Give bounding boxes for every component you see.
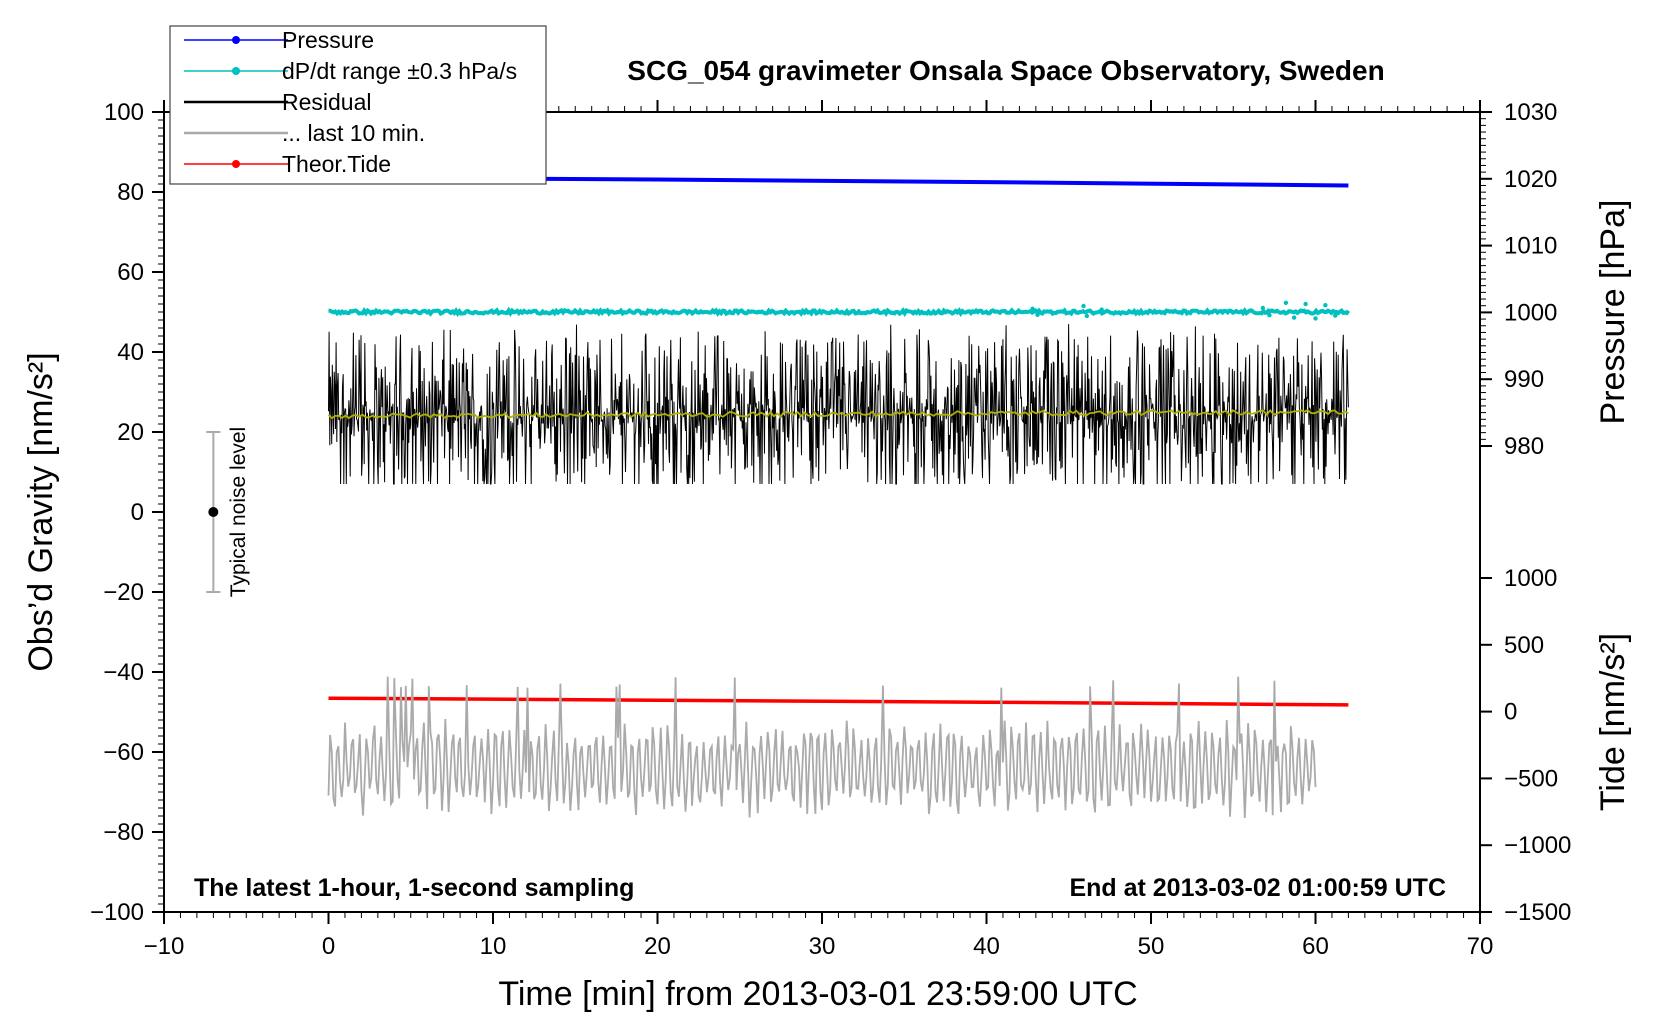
dpdt-outlier-point [1333, 313, 1338, 318]
annotation-sampling: The latest 1-hour, 1-second sampling [194, 874, 634, 902]
legend-box [169, 25, 547, 185]
dpdt-outlier-point [1267, 313, 1272, 318]
x-tick-label: 20 [644, 933, 671, 960]
legend-label-last-10-min: ... last 10 min. [282, 120, 425, 146]
series-layer [327, 175, 1351, 819]
ticks: −10 0 10 20 30 40 50 60 70−100−80−60−40−20020406… [90, 99, 1571, 960]
dpdt-outlier-point [1283, 300, 1289, 305]
x-tick-label: −10 [144, 933, 185, 960]
series-last-10-min [327, 676, 1317, 819]
legend-entry-pressure: Pressure [184, 27, 374, 53]
y-axis-label-pressure: Pressure [hPa] [1594, 200, 1632, 425]
y-axis-label-tide: Tide [nm/s²] [1594, 633, 1632, 811]
y-pressure-tick-label: 1010 [1504, 233, 1557, 260]
x-tick-label: 50 [1138, 933, 1165, 960]
legend-label-dpdt: dP/dt range ±0.3 hPa/s [282, 58, 517, 84]
dpdt-outlier-point [1291, 315, 1297, 320]
y-pressure-tick-label: 1030 [1504, 99, 1557, 126]
dpdt-outlier-point [1323, 303, 1328, 308]
y-left-tick-label: 0 [131, 499, 144, 526]
noise-level-label: Typical noise level [227, 427, 250, 597]
legend-label-theor-tide: Theor.Tide [282, 151, 391, 177]
y-left-tick-label: 40 [117, 339, 144, 366]
legend-marker-pressure [232, 36, 240, 44]
y-tide-tick-label: 0 [1504, 699, 1517, 726]
chart-title: SCG_054 gravimeter Onsala Space Observat… [627, 55, 1384, 86]
x-tick-label: 60 [1302, 933, 1329, 960]
y-left-tick-label: −60 [103, 739, 144, 766]
legend: Pressure dP/dt range ±0.3 hPa/s Residual… [169, 25, 547, 185]
legend-marker-theor-tide [232, 160, 240, 168]
legend-entry-last-10-min: ... last 10 min. [184, 120, 425, 146]
y-pressure-tick-label: 980 [1504, 433, 1544, 460]
series-theor-tide [328, 696, 1349, 707]
y-left-tick-label: −80 [103, 819, 144, 846]
dpdt-outlier-point [1260, 305, 1266, 311]
legend-marker-dpdt [232, 67, 240, 75]
y-tide-tick-label: 500 [1504, 632, 1544, 659]
x-tick-label: 40 [973, 933, 1000, 960]
x-tick-label: 30 [809, 933, 836, 960]
series-residual [328, 324, 1349, 485]
y-tide-tick-label: −500 [1504, 765, 1558, 792]
x-tick-label: 0 [322, 933, 335, 960]
y-pressure-tick-label: 1020 [1504, 166, 1557, 193]
y-tide-tick-label: 1000 [1504, 565, 1557, 592]
y-left-tick-label: 100 [104, 99, 144, 126]
dpdt-outlier-point [1081, 303, 1086, 309]
dpdt-outlier-point [1099, 307, 1104, 312]
dpdt-outlier-point [1084, 313, 1090, 319]
y-axis-label-left: Obs’d Gravity [nm/s²] [22, 352, 60, 671]
y-left-tick-label: 80 [117, 179, 144, 206]
annotation-end-time: End at 2013-03-02 01:00:59 UTC [1069, 874, 1446, 902]
y-left-tick-label: −40 [103, 659, 144, 686]
y-pressure-tick-label: 1000 [1504, 299, 1557, 326]
noise-level-dot [208, 507, 219, 517]
y-left-tick-label: −100 [90, 899, 144, 926]
dpdt-outlier-point [1035, 312, 1040, 317]
y-left-tick-label: −20 [103, 579, 144, 606]
legend-entry-residual: Residual [184, 89, 372, 115]
legend-label-residual: Residual [282, 89, 372, 115]
series-residual-smoothed [327, 408, 1349, 420]
series-dpdt [328, 306, 1351, 318]
x-axis-label: Time [min] from 2013-03-01 23:59:00 UTC [498, 975, 1137, 1013]
dpdt-outlier-point [1030, 306, 1035, 311]
y-tide-tick-label: −1500 [1504, 899, 1571, 926]
legend-entry-theor-tide: Theor.Tide [184, 151, 391, 177]
legend-label-pressure: Pressure [282, 27, 374, 53]
x-tick-label: 10 [480, 933, 507, 960]
dpdt-outlier-point [1303, 301, 1308, 307]
dpdt-outlier-point [1313, 316, 1318, 321]
x-tick-label: 70 [1467, 933, 1494, 960]
y-tide-tick-label: −1000 [1504, 832, 1571, 859]
y-pressure-tick-label: 990 [1504, 366, 1544, 393]
y-left-tick-label: 20 [117, 419, 144, 446]
y-left-tick-label: 60 [117, 259, 144, 286]
legend-entry-dpdt: dP/dt range ±0.3 hPa/s [184, 58, 517, 84]
